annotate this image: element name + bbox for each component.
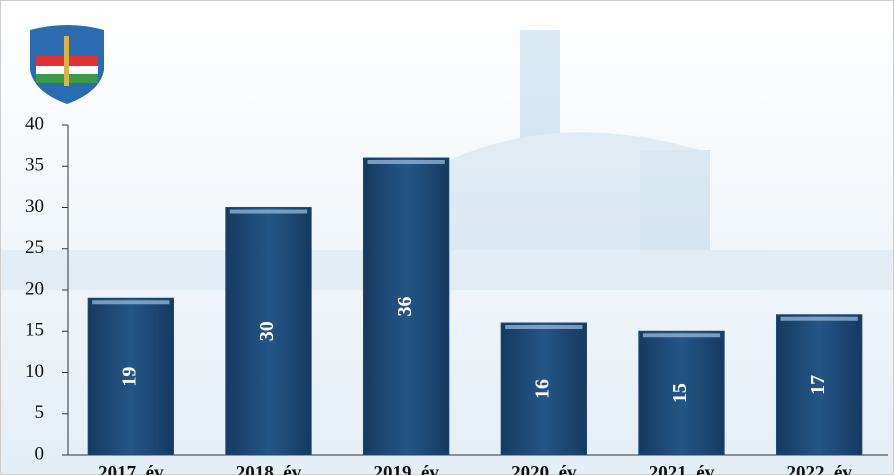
bar: [500, 322, 588, 456]
y-tick-label: 35: [25, 155, 44, 176]
y-tick-label: 0: [35, 443, 45, 464]
y-tick-label: 10: [25, 361, 44, 382]
value-label: 36: [394, 297, 416, 317]
bar: [638, 330, 725, 456]
bar: [87, 297, 175, 456]
x-tick-label: 2022. év: [786, 462, 852, 475]
value-label: 16: [531, 379, 553, 399]
value-label: 30: [256, 321, 278, 341]
y-tick-label: 5: [35, 402, 45, 423]
bar: [775, 314, 863, 456]
bar-highlight: [229, 209, 308, 214]
bar-highlight: [642, 333, 721, 338]
x-tick-label: 2021. év: [649, 462, 715, 475]
x-tick-label: 2019. év: [373, 462, 439, 475]
value-label: 17: [807, 375, 829, 395]
y-tick-label: 30: [25, 196, 44, 217]
x-tick-label: 2018. év: [236, 462, 302, 475]
y-tick-label: 40: [25, 113, 44, 134]
value-label: 15: [669, 383, 691, 403]
y-tick-label: 25: [25, 237, 44, 258]
bar-highlight: [92, 300, 170, 305]
y-tick-label: 20: [25, 278, 44, 299]
bar: [362, 157, 450, 456]
logo: [30, 25, 104, 104]
x-tick-label: 2020. év: [511, 462, 577, 475]
y-tick-label: 15: [25, 320, 44, 341]
bar-highlight: [367, 160, 445, 164]
value-label: 19: [118, 367, 140, 387]
x-tick-label: 2017. év: [98, 462, 164, 475]
bar-highlight: [780, 316, 858, 321]
bar-highlight: [505, 325, 583, 329]
bar: [225, 207, 312, 456]
